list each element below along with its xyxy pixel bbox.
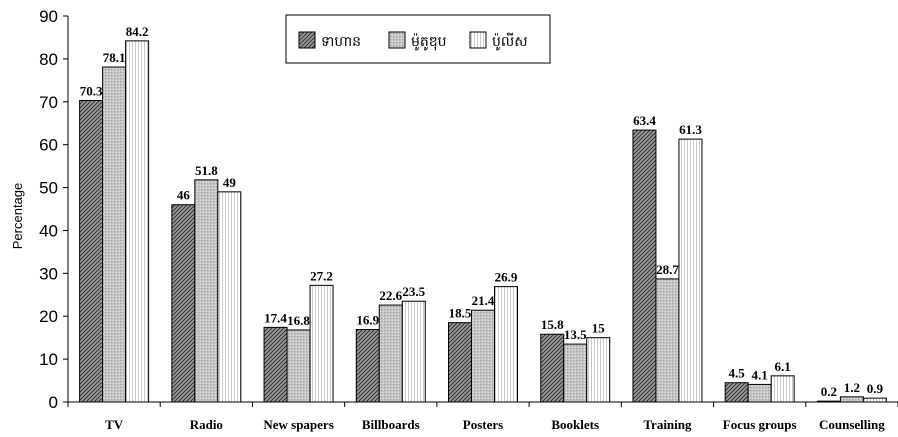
data-label-2-5: 21.4 bbox=[472, 293, 495, 308]
bar-2-4 bbox=[378, 304, 403, 403]
bar-1-2 bbox=[171, 204, 196, 403]
bar-3-4 bbox=[401, 300, 426, 403]
data-label-2-8: 4.1 bbox=[752, 367, 768, 382]
data-label-2-3: 16.8 bbox=[287, 313, 310, 328]
legend-label-1: ទាហាន bbox=[321, 34, 361, 50]
data-label-1-6: 15.8 bbox=[541, 317, 564, 332]
data-label-3-5: 26.9 bbox=[495, 270, 518, 285]
bar-3-7 bbox=[678, 138, 703, 403]
data-label-1-5: 18.5 bbox=[449, 306, 472, 321]
category-label-2: Radio bbox=[190, 417, 223, 432]
bar-1-5 bbox=[448, 322, 472, 403]
y-tick-label: 10 bbox=[39, 350, 58, 369]
y-axis-title: Percentage bbox=[10, 183, 25, 250]
data-label-3-9: 0.9 bbox=[867, 381, 884, 396]
bar-2-9 bbox=[839, 396, 864, 403]
data-label-1-2: 46 bbox=[177, 188, 191, 203]
bar-1-8 bbox=[724, 382, 749, 403]
data-label-1-4: 16.9 bbox=[356, 313, 379, 328]
bar-1-4 bbox=[355, 329, 380, 403]
legend-swatch-3 bbox=[469, 31, 487, 49]
legend-swatch-1 bbox=[298, 31, 316, 49]
bar-2-2 bbox=[194, 179, 219, 403]
bars bbox=[79, 40, 887, 403]
y-tick-label: 60 bbox=[39, 136, 58, 155]
y-tick-label: 30 bbox=[39, 264, 58, 283]
y-tick-label: 70 bbox=[39, 93, 58, 112]
data-label-1-7: 63.4 bbox=[633, 113, 656, 128]
data-label-1-8: 4.5 bbox=[729, 366, 746, 381]
bar-2-1 bbox=[102, 66, 127, 403]
data-label-3-8: 6.1 bbox=[775, 359, 791, 374]
data-label-2-6: 13.5 bbox=[564, 327, 587, 342]
legend-box bbox=[285, 14, 551, 64]
data-label-3-4: 23.5 bbox=[402, 284, 425, 299]
y-tick-labels: 0 10 20 30 40 50 60 70 80 90 bbox=[39, 7, 58, 412]
data-label-2-2: 51.8 bbox=[195, 163, 218, 178]
data-label-3-1: 84.2 bbox=[126, 24, 149, 39]
category-label-5: Posters bbox=[463, 417, 503, 432]
bar-2-7 bbox=[655, 278, 680, 403]
bar-2-3 bbox=[286, 329, 311, 403]
bar-2-6 bbox=[563, 343, 588, 403]
category-label-7: Training bbox=[643, 417, 692, 432]
data-label-2-4: 22.6 bbox=[379, 288, 402, 303]
y-tick-label: 90 bbox=[39, 7, 58, 26]
data-label-1-1: 70.3 bbox=[80, 83, 103, 98]
bar-3-5 bbox=[494, 286, 518, 403]
legend-swatch-2 bbox=[388, 31, 406, 49]
data-label-2-1: 78.1 bbox=[103, 50, 126, 65]
data-label-2-9: 1.2 bbox=[844, 380, 860, 395]
category-label-9: Counselling bbox=[819, 417, 885, 432]
bar-3-8 bbox=[770, 375, 795, 403]
bar-1-6 bbox=[540, 333, 565, 403]
bar-1-7 bbox=[632, 129, 657, 403]
bar-3-2 bbox=[217, 191, 242, 403]
category-label-1: TV bbox=[105, 417, 124, 432]
data-label-3-6: 15 bbox=[592, 321, 606, 336]
category-label-8: Focus groups bbox=[723, 417, 797, 432]
category-labels: TV Radio New spapers Billboards Posters Bookl… bbox=[105, 417, 885, 432]
legend: ទាហាន ម៉ូតូឌុប ប៉ូលីស bbox=[285, 14, 551, 64]
bar-1-1 bbox=[79, 99, 104, 403]
legend-label-2: ម៉ូតូឌុប bbox=[411, 33, 447, 51]
data-labels: 70.3 78.184.2 46 51.8 49 17.4 16.8 27.2 16.922.6… bbox=[80, 24, 884, 399]
y-tick-label: 0 bbox=[49, 393, 58, 412]
data-label-3-3: 27.2 bbox=[310, 268, 333, 283]
data-label-3-2: 49 bbox=[223, 175, 237, 190]
data-label-1-9: 0.2 bbox=[821, 384, 837, 399]
bar-1-9 bbox=[816, 400, 841, 403]
y-tick-label: 80 bbox=[39, 50, 58, 69]
category-label-4: Billboards bbox=[362, 417, 420, 432]
bar-2-8 bbox=[747, 383, 772, 403]
bar-2-5 bbox=[471, 309, 495, 403]
y-tick-label: 50 bbox=[39, 179, 58, 198]
bar-3-3 bbox=[309, 284, 334, 403]
bar-3-9 bbox=[862, 397, 887, 403]
bar-3-1 bbox=[125, 40, 150, 403]
category-label-6: Booklets bbox=[551, 417, 599, 432]
data-label-2-7: 28.7 bbox=[656, 262, 679, 277]
bar-3-6 bbox=[586, 337, 611, 403]
y-tick-label: 20 bbox=[39, 307, 58, 326]
data-label-1-3: 17.4 bbox=[264, 310, 287, 325]
category-label-3: New spapers bbox=[263, 417, 333, 432]
data-label-3-7: 61.3 bbox=[679, 122, 702, 137]
bar-1-3 bbox=[263, 326, 288, 403]
legend-label-3: ប៉ូលីស bbox=[492, 32, 528, 51]
y-tick-label: 40 bbox=[39, 221, 58, 240]
